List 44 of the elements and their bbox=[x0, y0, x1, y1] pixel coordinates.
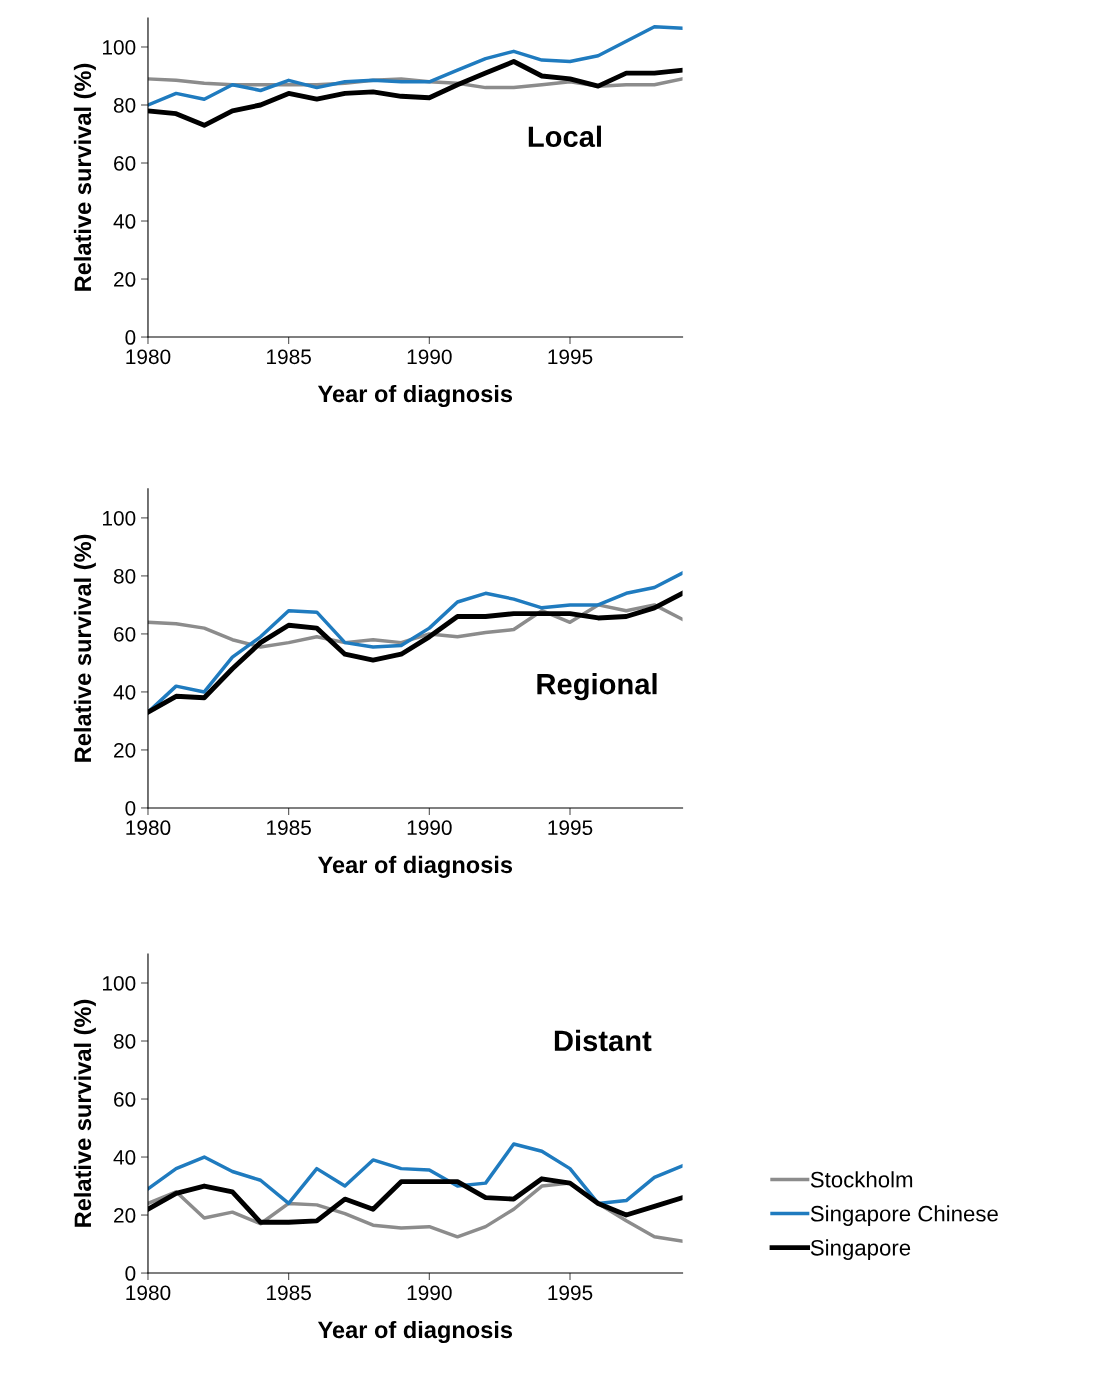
x-tick-label: 1985 bbox=[267, 349, 311, 365]
y-tick-label: 40 bbox=[113, 684, 136, 700]
y-tick-label: 0 bbox=[125, 1266, 136, 1281]
x-tick-label: 1995 bbox=[548, 1285, 593, 1301]
legend-label: Stockholm bbox=[810, 1171, 913, 1188]
y-tick-label: 100 bbox=[103, 39, 136, 55]
y-tick-label: 40 bbox=[113, 1150, 136, 1165]
legend-label: Singapore Chinese bbox=[810, 1205, 998, 1226]
x-tick-label: 1980 bbox=[126, 349, 171, 365]
y-tick-label: 60 bbox=[114, 626, 136, 642]
y-tick-label: 20 bbox=[114, 272, 136, 287]
y-tick-label: 60 bbox=[114, 1092, 136, 1107]
x-axis-title: Year of diagnosis bbox=[317, 1320, 513, 1344]
annotation: Local bbox=[528, 125, 601, 148]
annotation: Distant bbox=[554, 1029, 652, 1052]
y-tick-label: 20 bbox=[114, 742, 136, 758]
x-tick-label: 1995 bbox=[548, 349, 593, 365]
y-tick-label: 80 bbox=[113, 98, 136, 113]
x-tick-label: 1995 bbox=[548, 820, 593, 836]
x-axis-title: Year of diagnosis bbox=[317, 855, 513, 878]
x-tick-label: 1990 bbox=[407, 1285, 452, 1301]
x-tick-label: 1980 bbox=[126, 820, 171, 836]
y-tick-label: 100 bbox=[103, 976, 136, 991]
x-tick-label: 1990 bbox=[407, 820, 452, 836]
y-tick-label: 0 bbox=[125, 800, 136, 816]
y-tick-label: 20 bbox=[114, 1208, 136, 1223]
y-tick-label: 40 bbox=[113, 214, 136, 229]
y-tick-label: 100 bbox=[103, 510, 136, 526]
y-axis-title: Relative survival (%) bbox=[73, 999, 96, 1227]
y-tick-label: 60 bbox=[114, 156, 136, 171]
x-axis-title: Year of diagnosis bbox=[317, 384, 513, 408]
x-tick-label: 1980 bbox=[126, 1285, 171, 1301]
x-tick-label: 1985 bbox=[267, 820, 311, 836]
y-tick-label: 0 bbox=[125, 330, 136, 345]
y-tick-label: 80 bbox=[113, 568, 136, 584]
x-tick-label: 1990 bbox=[407, 349, 452, 365]
x-tick-label: 1985 bbox=[267, 1285, 311, 1301]
line-series bbox=[147, 24, 683, 107]
y-axis-title: Relative survival (%) bbox=[73, 63, 96, 291]
annotation: Regional bbox=[537, 673, 657, 701]
y-tick-label: 80 bbox=[113, 1034, 136, 1049]
legend-label: Singapore bbox=[810, 1239, 911, 1261]
line-series bbox=[147, 1142, 683, 1206]
y-axis-title: Relative survival (%) bbox=[73, 534, 96, 762]
